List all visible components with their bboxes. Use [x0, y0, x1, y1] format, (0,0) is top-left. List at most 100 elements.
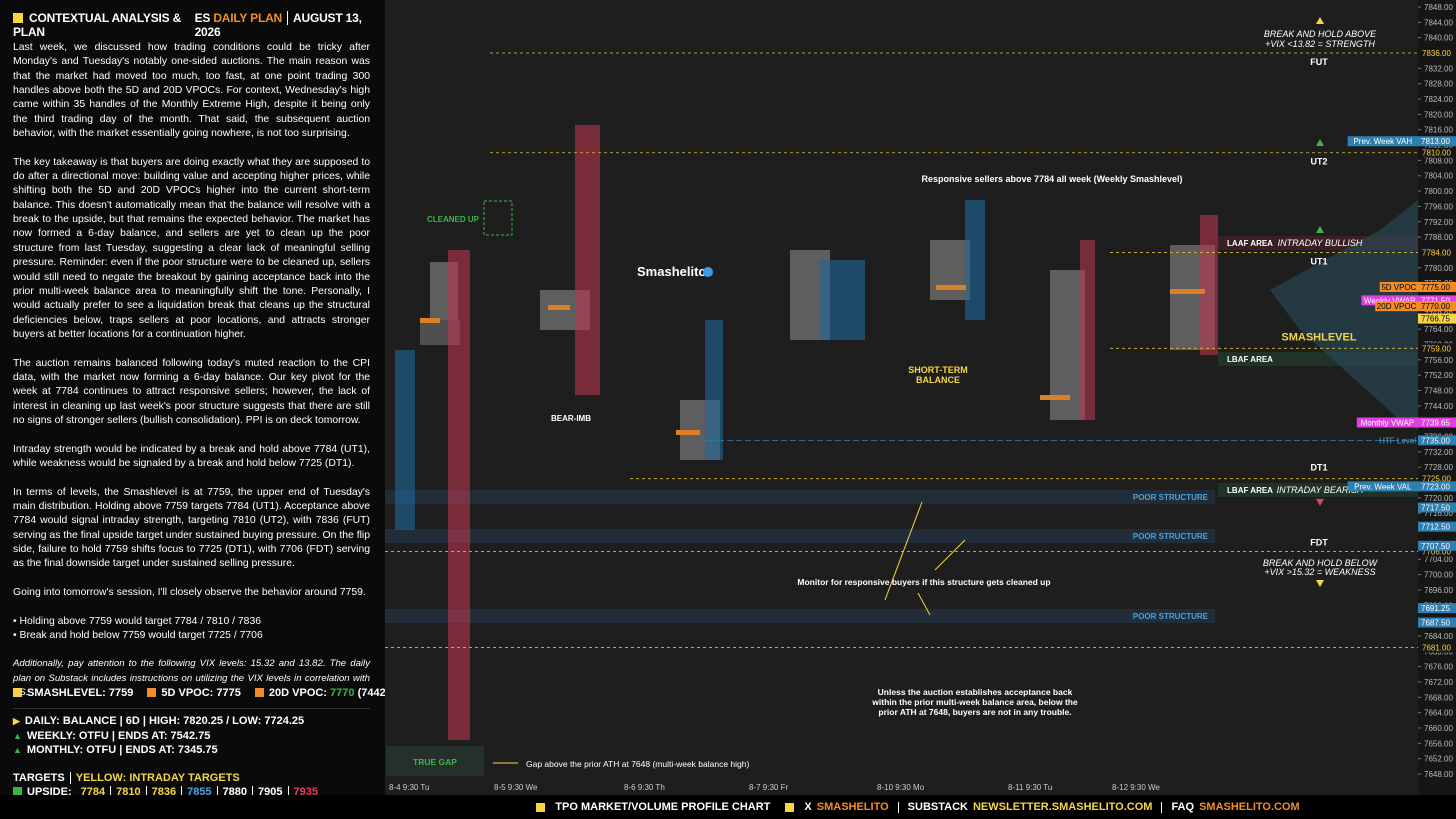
paragraph: Last week, we discussed how trading cond…: [13, 42, 370, 140]
footer-item: SMASHELITO: [816, 801, 889, 813]
tick-label: 7808.00: [1424, 156, 1453, 165]
tag-value: 7766.75: [1421, 315, 1450, 324]
tag-value: 7813.00: [1421, 137, 1450, 146]
header-left: CONTEXTUAL ANALYSIS & PLAN: [13, 11, 195, 39]
tag-bg: [1418, 502, 1456, 513]
level-tag: 7784.00: [1422, 248, 1451, 257]
status-row: ▲ MONTHLY: OTFU | ENDS AT: 7345.75: [13, 743, 373, 757]
annotation: BALANCE: [916, 375, 960, 385]
time-label: 8-12 9:30 We: [1112, 783, 1160, 792]
tick-label: 7672.00: [1424, 678, 1453, 687]
time-label: 8-10 9:30 Mo: [877, 783, 925, 792]
profile-shape: [575, 125, 600, 395]
profile-shape: [705, 320, 723, 460]
poor-zone: [385, 490, 1215, 504]
status-text: MONTHLY: OTFU | ENDS AT: 7345.75: [26, 743, 218, 756]
footer-item: TPO MARKET/VOLUME PROFILE CHART: [555, 801, 771, 813]
square: [254, 688, 264, 697]
level-tag: 7725.00: [1422, 475, 1451, 484]
profile-shape: [1200, 215, 1218, 355]
profile-shape: [1170, 289, 1205, 294]
tag-bg: [1418, 617, 1456, 628]
square: [536, 802, 546, 812]
target-value: 7905: [252, 786, 288, 795]
profiles: [395, 125, 1418, 740]
level-tag-bg: [1418, 642, 1456, 653]
profile-shape: [395, 350, 415, 530]
annotation: prior ATH at 7648, buyers are not in any…: [878, 707, 1071, 717]
footer-item: NEWSLETTER.SMASHELITO.COM: [972, 801, 1153, 813]
tag-name-bg: [1347, 136, 1418, 147]
annotation: Monitor for responsive buyers if this st…: [797, 577, 1050, 587]
chart: BREAK AND HOLD ABOVE +VIX <13.82 = STREN…: [385, 0, 1456, 795]
tick-label: 7748.00: [1424, 387, 1453, 396]
annotation: POOR STRUCTURE: [1133, 532, 1209, 541]
square: [13, 787, 22, 795]
paragraph: The key takeaway is that buyers are doin…: [13, 156, 370, 340]
arrow: [884, 501, 923, 601]
tick-label: 7684.00: [1424, 632, 1453, 641]
tick-label: 7756.00: [1424, 356, 1453, 365]
targets-label: UPSIDE:: [27, 786, 72, 795]
status-icon: ▲: [13, 730, 22, 741]
tag-name: Monthly VWAP: [1361, 419, 1415, 428]
annotation: SHORT-TERM: [908, 365, 968, 375]
poor-zone: [385, 529, 1215, 543]
title: CONTEXTUAL ANALYSIS & PLAN: [13, 11, 182, 39]
tick-label: 7744.00: [1424, 402, 1453, 411]
square: [785, 802, 795, 812]
annotation: LBAF AREA: [1227, 355, 1273, 364]
level-name: UT2: [1310, 157, 1327, 167]
separator: [897, 801, 899, 813]
tag-name: Prev. Week VAH: [1353, 137, 1412, 146]
annotation: TRUE GAP: [413, 757, 457, 767]
separator: [1161, 801, 1163, 813]
annotation: BREAK AND HOLD ABOVE: [1264, 29, 1377, 39]
tick-label: 7800.00: [1424, 187, 1453, 196]
tag-value: 7739.65: [1421, 419, 1450, 428]
profile-shape: [420, 318, 440, 323]
summary-extra: (7442): [357, 687, 385, 699]
status-icon: ▲: [13, 744, 22, 755]
tag-name-bg: [1347, 481, 1418, 492]
tag-value: 7717.50: [1421, 503, 1450, 512]
gap-zone: [386, 746, 484, 776]
tag-value: 7770.00: [1421, 302, 1450, 311]
tick-label: 7816.00: [1424, 126, 1453, 135]
chart-bg: [385, 0, 1418, 795]
profile-shape: [936, 285, 966, 290]
tick-label: 7840.00: [1424, 34, 1453, 43]
level-tag: 7706.00: [1422, 548, 1451, 557]
tag-value: 7712.50: [1421, 523, 1450, 532]
tag-bg: [1418, 603, 1456, 614]
status-text: DAILY: BALANCE | 6D | HIGH: 7820.25 / LO…: [24, 715, 305, 728]
tag-value: 7707.50: [1421, 542, 1450, 551]
tag-bg: [1418, 281, 1456, 292]
annotation: +VIX <13.82 = STRENGTH: [1265, 39, 1375, 49]
annotation: POOR STRUCTURE: [1133, 612, 1209, 621]
markers: [493, 17, 1324, 764]
down-marker: [1316, 499, 1324, 506]
profile-shape: [448, 250, 470, 740]
summary-value: 7775: [216, 687, 241, 699]
tick-label: 7780.00: [1424, 264, 1453, 273]
profile-shape: [930, 240, 970, 300]
annotation: LAAF AREA: [1227, 239, 1273, 248]
tick-label: 7828.00: [1424, 80, 1453, 89]
tick-label: 7716.00: [1424, 509, 1453, 518]
tag-bg: [1418, 136, 1456, 147]
axis-bg: [1418, 0, 1456, 795]
targets-legend: YELLOW: INTRADAY TARGETS: [75, 772, 240, 785]
levels-summary: SMASHLEVEL: 7759 5D VPOC: 7775 20D VPOC: 7…: [13, 686, 385, 795]
tag-name-bg: [1375, 301, 1418, 312]
tick-label: 7668.00: [1424, 693, 1453, 702]
annotation: Gap above the prior ATH at 7648 (multi-w…: [526, 759, 749, 769]
targets-head: TARGETS YELLOW: INTRADAY TARGETS: [13, 771, 373, 785]
up-marker: [1316, 139, 1324, 146]
footer-item: FAQ: [1171, 801, 1195, 813]
profile-shape: [1080, 240, 1095, 420]
paragraph: The auction remains balanced following t…: [13, 357, 370, 426]
footer: TPO MARKET/VOLUME PROFILE CHART X SMASHELI…: [0, 795, 1456, 819]
tag-bg: [1418, 521, 1456, 532]
tag-value: 7735.00: [1421, 436, 1450, 445]
